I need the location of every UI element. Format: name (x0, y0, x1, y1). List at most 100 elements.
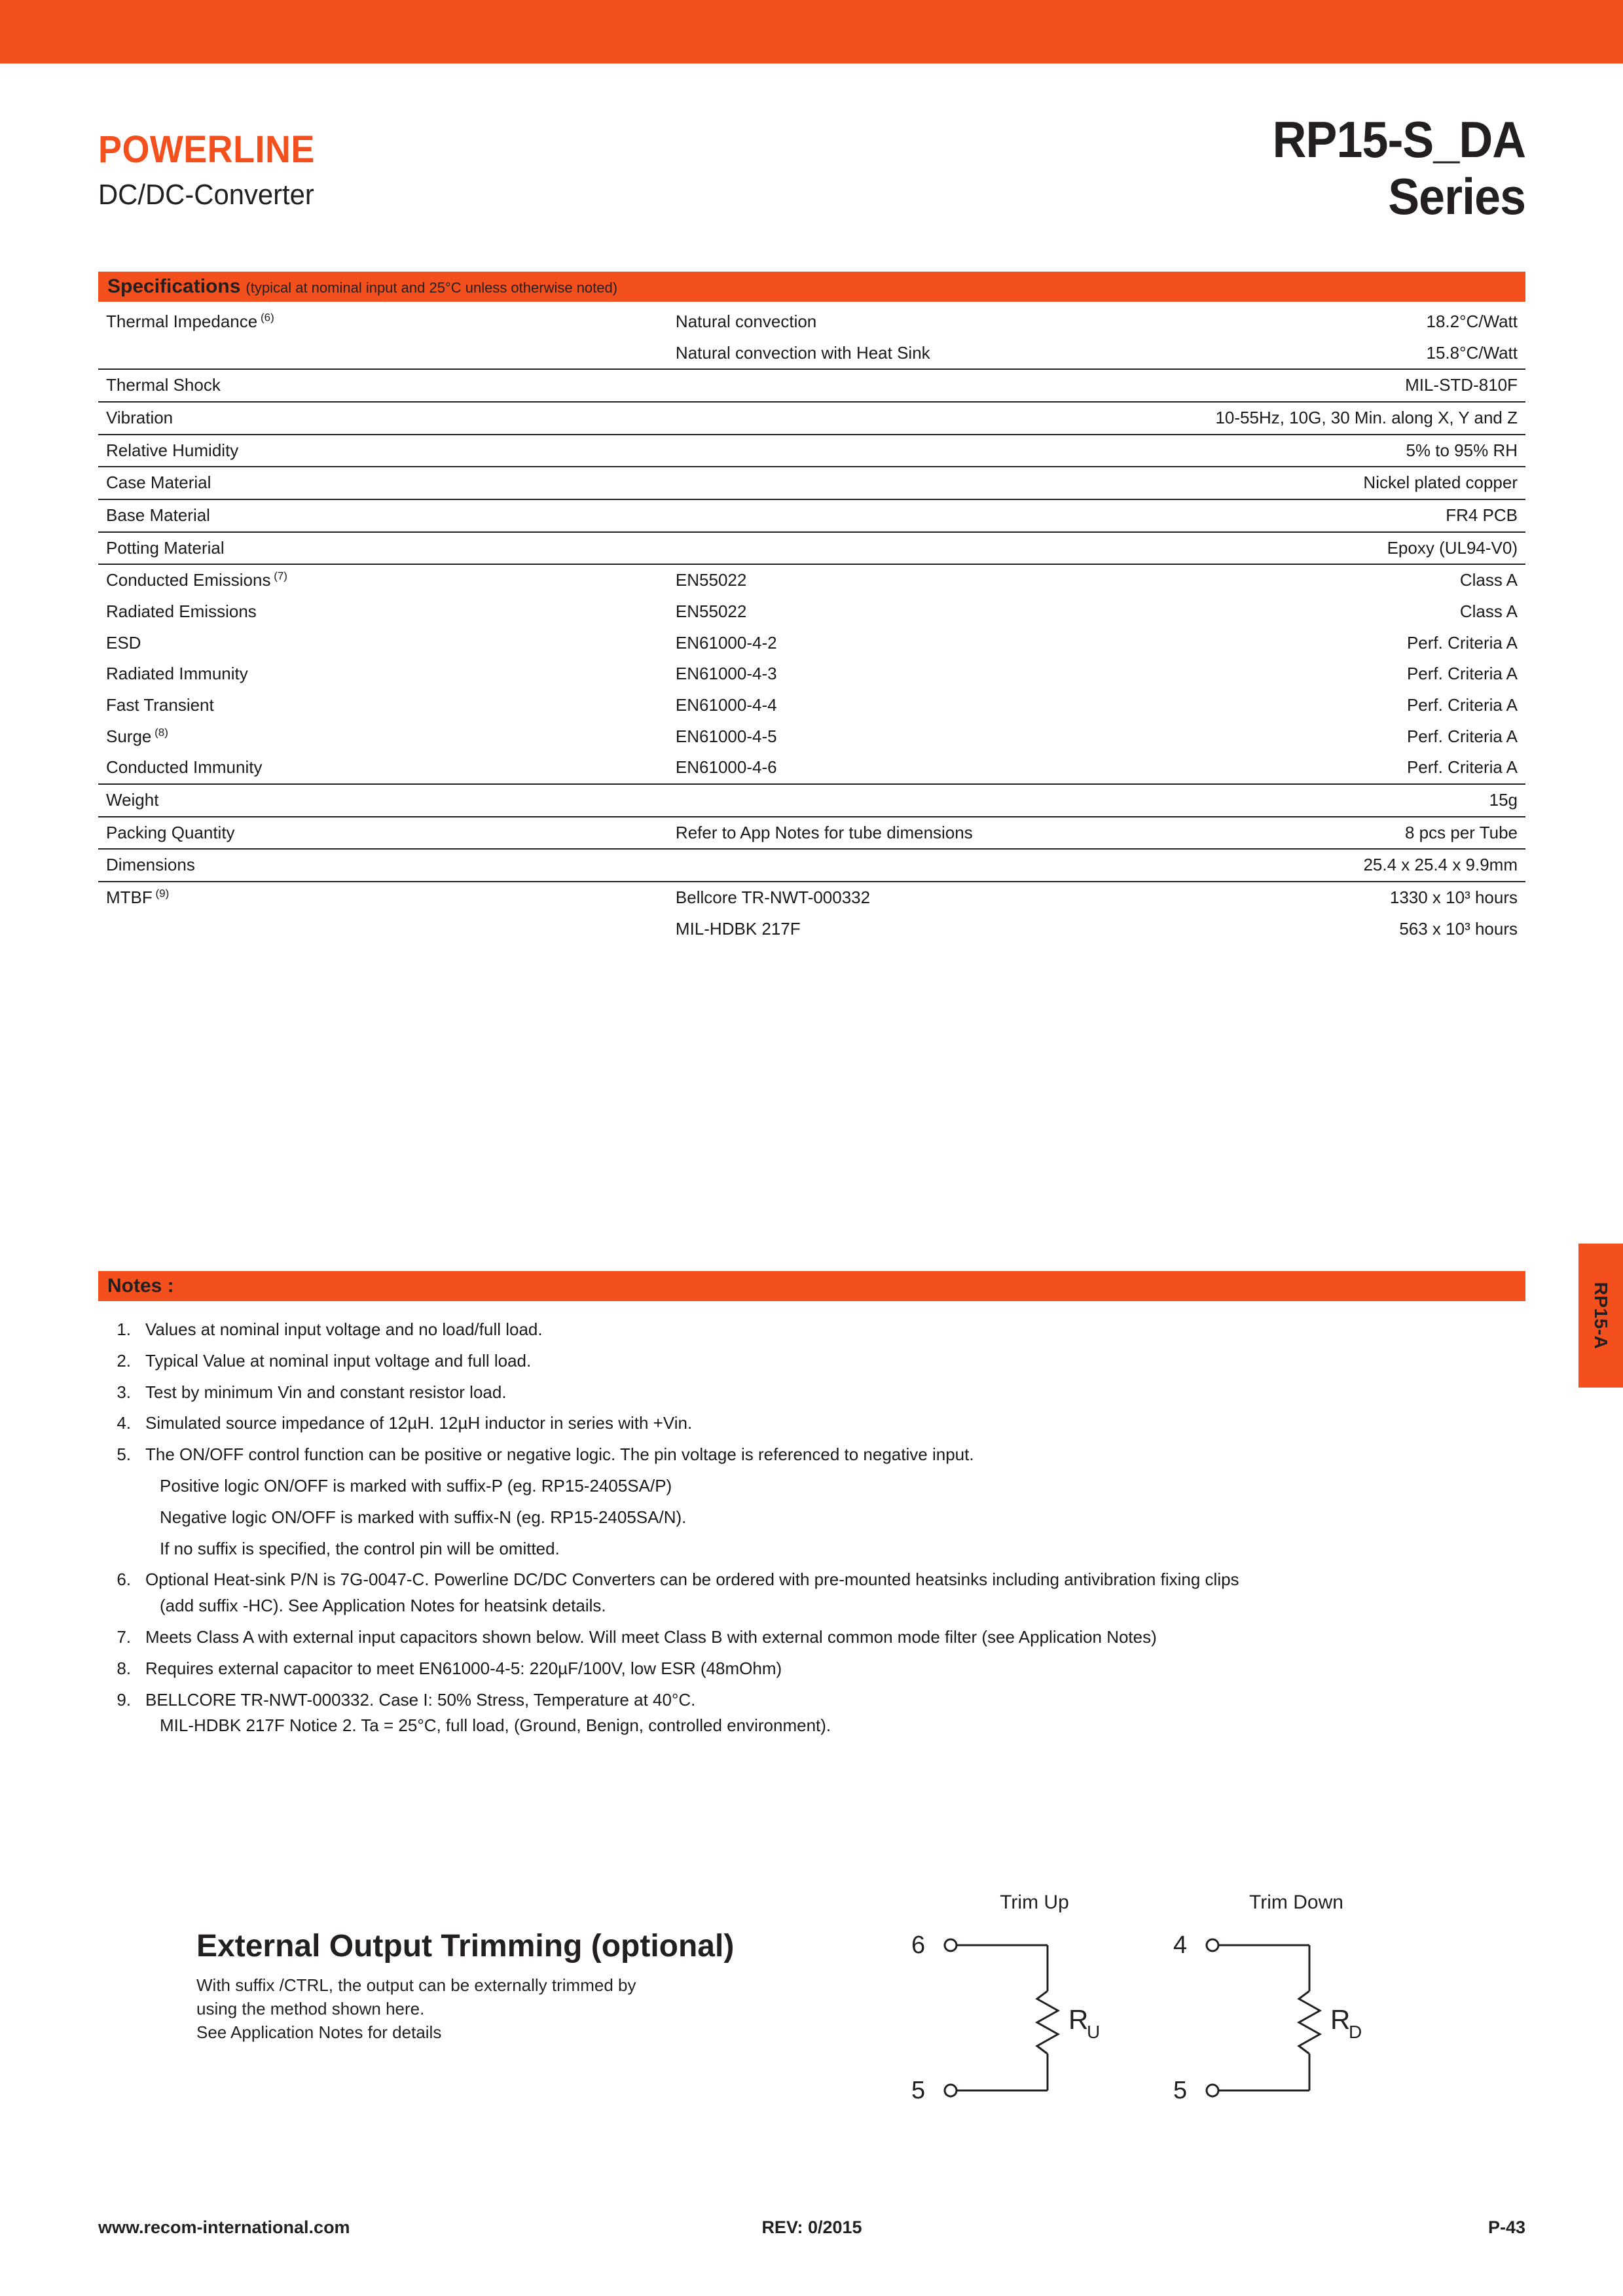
spec-value: Class A (1459, 601, 1518, 622)
note-text: Optional Heat-sink P/N is 7G-0047-C. Pow… (145, 1570, 1239, 1590)
note-number: 3. (117, 1382, 131, 1402)
list-item: 9. BELLCORE TR-NWT-000332. Case I: 50% St… (98, 1689, 1525, 1712)
spec-parameter-footnote: (6) (257, 311, 274, 324)
spec-condition: EN61000-4-2 (675, 632, 777, 653)
notes-section-header: Notes : (98, 1271, 1525, 1301)
trim-up-resistor-subscript: U (1087, 2022, 1100, 2042)
table-row: Conducted Immunity EN61000-4-6 Perf. Crite… (98, 752, 1525, 785)
spec-condition (675, 531, 1168, 565)
note-number: 5. (117, 1444, 131, 1465)
table-row: Natural convection with Heat Sink 15.8°C/… (98, 337, 1525, 370)
spec-parameter: Fast Transient (106, 695, 214, 715)
note-number: 7. (117, 1626, 131, 1647)
trim-down-label: Trim Down (1249, 1892, 1343, 1913)
table-row: Relative Humidity 5% to 95% RH (98, 434, 1525, 468)
trim-down-pin-bottom-number: 5 (1173, 2077, 1187, 2104)
spec-parameter: Thermal Shock (98, 369, 676, 403)
brand-subtitle: DC/DC-Converter (98, 179, 314, 211)
spec-parameter: Conducted Emissions (7) (106, 569, 287, 590)
trim-up-resistor-label: R (1068, 2004, 1088, 2035)
page-footer: www.recom-international.com REV: 0/2015 … (98, 2217, 1525, 2244)
spec-value: MIL-STD-810F (1167, 369, 1525, 403)
spec-value: 10-55Hz, 10G, 30 Min. along X, Y and Z (1167, 402, 1525, 435)
top-accent-band (0, 0, 1623, 63)
table-row: Thermal Shock MIL-STD-810F (98, 369, 1525, 403)
spec-condition: EN55022 (675, 570, 747, 590)
spec-value: 8 pcs per Tube (1167, 816, 1525, 850)
note-text: The ON/OFF control function can be posit… (145, 1444, 974, 1465)
spec-parameter: Radiated Emissions (106, 601, 257, 622)
spec-value: 18.2°C/Watt (1426, 312, 1518, 331)
spec-value: 1330 x 10³ hours (1389, 888, 1518, 908)
trim-up-schematic-icon: 6 5 R U (911, 1931, 1100, 2104)
table-row: Weight 15g (98, 784, 1525, 817)
table-row: Base Material FR4 PCB (98, 499, 1525, 533)
page-header: POWERLINE DC/DC-Converter RP15-S_DA Seri… (98, 111, 1526, 262)
note-number: 4. (117, 1413, 131, 1433)
list-item: 4. Simulated source impedance of 12µH. 12… (98, 1412, 1525, 1435)
spec-condition: Natural convection with Heat Sink (675, 337, 1168, 370)
spec-condition (675, 434, 1168, 468)
spec-condition (675, 369, 1168, 403)
table-row: Fast Transient EN61000-4-4 Perf. Criteria … (98, 690, 1525, 721)
note-text: Simulated source impedance of 12µH. 12µH… (145, 1413, 693, 1433)
table-row: Radiated Emissions EN55022 Class A (98, 596, 1525, 628)
series-part-number: RP15-S_DA (1272, 111, 1525, 168)
note-text: Test by minimum Vin and constant resisto… (145, 1382, 507, 1402)
spec-parameter: Dimensions (98, 849, 676, 883)
note-number: 2. (117, 1350, 131, 1371)
table-row: Thermal Impedance (6) Natural convection 1… (98, 306, 1525, 338)
specifications-subnote: (typical at nominal input and 25°C unles… (246, 279, 618, 296)
brand-title: POWERLINE (98, 128, 315, 171)
note-text: BELLCORE TR-NWT-000332. Case I: 50% Stre… (145, 1689, 696, 1710)
spec-parameter: Vibration (98, 402, 676, 435)
table-row: Case Material Nickel plated copper (98, 467, 1525, 501)
list-item: 6. Optional Heat-sink P/N is 7G-0047-C. P… (98, 1569, 1525, 1591)
note-subtext: Positive logic ON/OFF is marked with suf… (160, 1475, 672, 1496)
list-item: 3. Test by minimum Vin and constant resis… (98, 1382, 1525, 1404)
spec-value: Perf. Criteria A (1167, 752, 1525, 785)
note-number: 1. (117, 1319, 131, 1339)
table-row: MIL-HDBK 217F 563 x 10³ hours (98, 914, 1525, 945)
note-text: Typical Value at nominal input voltage a… (145, 1350, 532, 1371)
trimming-description-line-1: With suffix /CTRL, the output can be ext… (196, 1975, 636, 1995)
footer-website[interactable]: www.recom-international.com (98, 2217, 350, 2237)
note-text: Requires external capacitor to meet EN61… (145, 1658, 782, 1678)
trim-up-label: Trim Up (1000, 1892, 1069, 1913)
list-item: 5. The ON/OFF control function can be pos… (98, 1444, 1525, 1466)
spec-parameter: Case Material (98, 467, 676, 501)
spec-condition (675, 784, 1168, 817)
spec-value: Perf. Criteria A (1406, 695, 1518, 715)
trim-up-pin-bottom-number: 5 (911, 2077, 925, 2104)
notes-title: Notes : (107, 1275, 174, 1297)
specifications-title: Specifications (107, 276, 241, 297)
side-index-tab: RP15-A (1578, 1244, 1623, 1388)
note-number: 6. (117, 1570, 131, 1590)
trimming-text-block: External Output Trimming (optional) With… (196, 1931, 851, 2045)
table-row: Surge (8) EN61000-4-5 Perf. Criteria A (98, 721, 1525, 753)
spec-value: 5% to 95% RH (1167, 434, 1525, 468)
specifications-table: Thermal Impedance (6) Natural convection 1… (98, 306, 1525, 944)
spec-value: 563 x 10³ hours (1399, 918, 1518, 939)
spec-value: Perf. Criteria A (1406, 726, 1518, 746)
trim-up-pin-top-number: 6 (911, 1931, 925, 1959)
spec-parameter: Weight (98, 784, 676, 817)
table-row: MTBF (9) Bellcore TR-NWT-000332 1330 x 10³… (98, 882, 1525, 914)
list-item: 7. Meets Class A with external input capa… (98, 1626, 1525, 1649)
footer-page-number: P-43 (1487, 2217, 1525, 2237)
spec-parameter: Base Material (98, 499, 676, 533)
spec-condition (675, 467, 1168, 501)
table-row: Packing Quantity Refer to App Notes for t… (98, 816, 1525, 850)
series-title-block: RP15-S_DA Series (1250, 111, 1525, 226)
spec-condition: Bellcore TR-NWT-000332 (675, 888, 871, 908)
spec-parameter-footnote: (9) (152, 887, 170, 900)
footer-revision: REV: 0/2015 (761, 2217, 862, 2237)
spec-value: 15g (1167, 784, 1525, 817)
trim-down-pin-top-number: 4 (1173, 1931, 1187, 1959)
note-number: 8. (117, 1658, 131, 1678)
trim-down-resistor-label: R (1330, 2004, 1350, 2035)
spec-parameter: Packing Quantity (98, 816, 676, 850)
spec-condition: MIL-HDBK 217F (675, 918, 801, 939)
spec-condition: Natural convection (675, 312, 817, 331)
note-subtext: If no suffix is specified, the control p… (160, 1538, 560, 1558)
